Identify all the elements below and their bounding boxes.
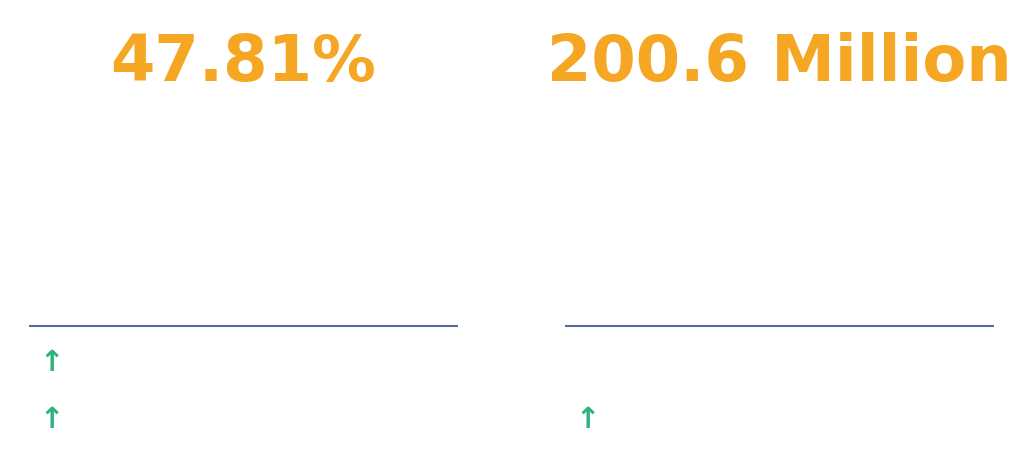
Text: ↑: ↑ xyxy=(575,407,599,434)
Text: of the U.S. and 57.06% of: of the U.S. and 57.06% of xyxy=(73,176,414,200)
Text: conditions this week.: conditions this week. xyxy=(637,286,922,310)
Text: 200.6 Million: 200.6 Million xyxy=(547,32,1012,94)
Text: ↑: ↑ xyxy=(39,349,63,377)
Text: 4.3%  since last month: 4.3% since last month xyxy=(628,408,932,432)
Text: 0.0%  since last week: 0.0% since last week xyxy=(628,351,916,375)
Text: ↑: ↑ xyxy=(39,407,63,434)
Text: 2.8%  since last week: 2.8% since last week xyxy=(92,351,379,375)
Text: drought this week.: drought this week. xyxy=(118,286,369,310)
Text: the lower 48 states are in: the lower 48 states are in xyxy=(72,231,415,255)
Text: 4.0%  since last month: 4.0% since last month xyxy=(92,408,396,432)
Text: 47.81%: 47.81% xyxy=(110,32,376,94)
Text: acres of crops in U.S. are: acres of crops in U.S. are xyxy=(612,176,947,200)
Text: —: — xyxy=(575,350,602,376)
Text: experiencing drought: experiencing drought xyxy=(635,231,924,255)
